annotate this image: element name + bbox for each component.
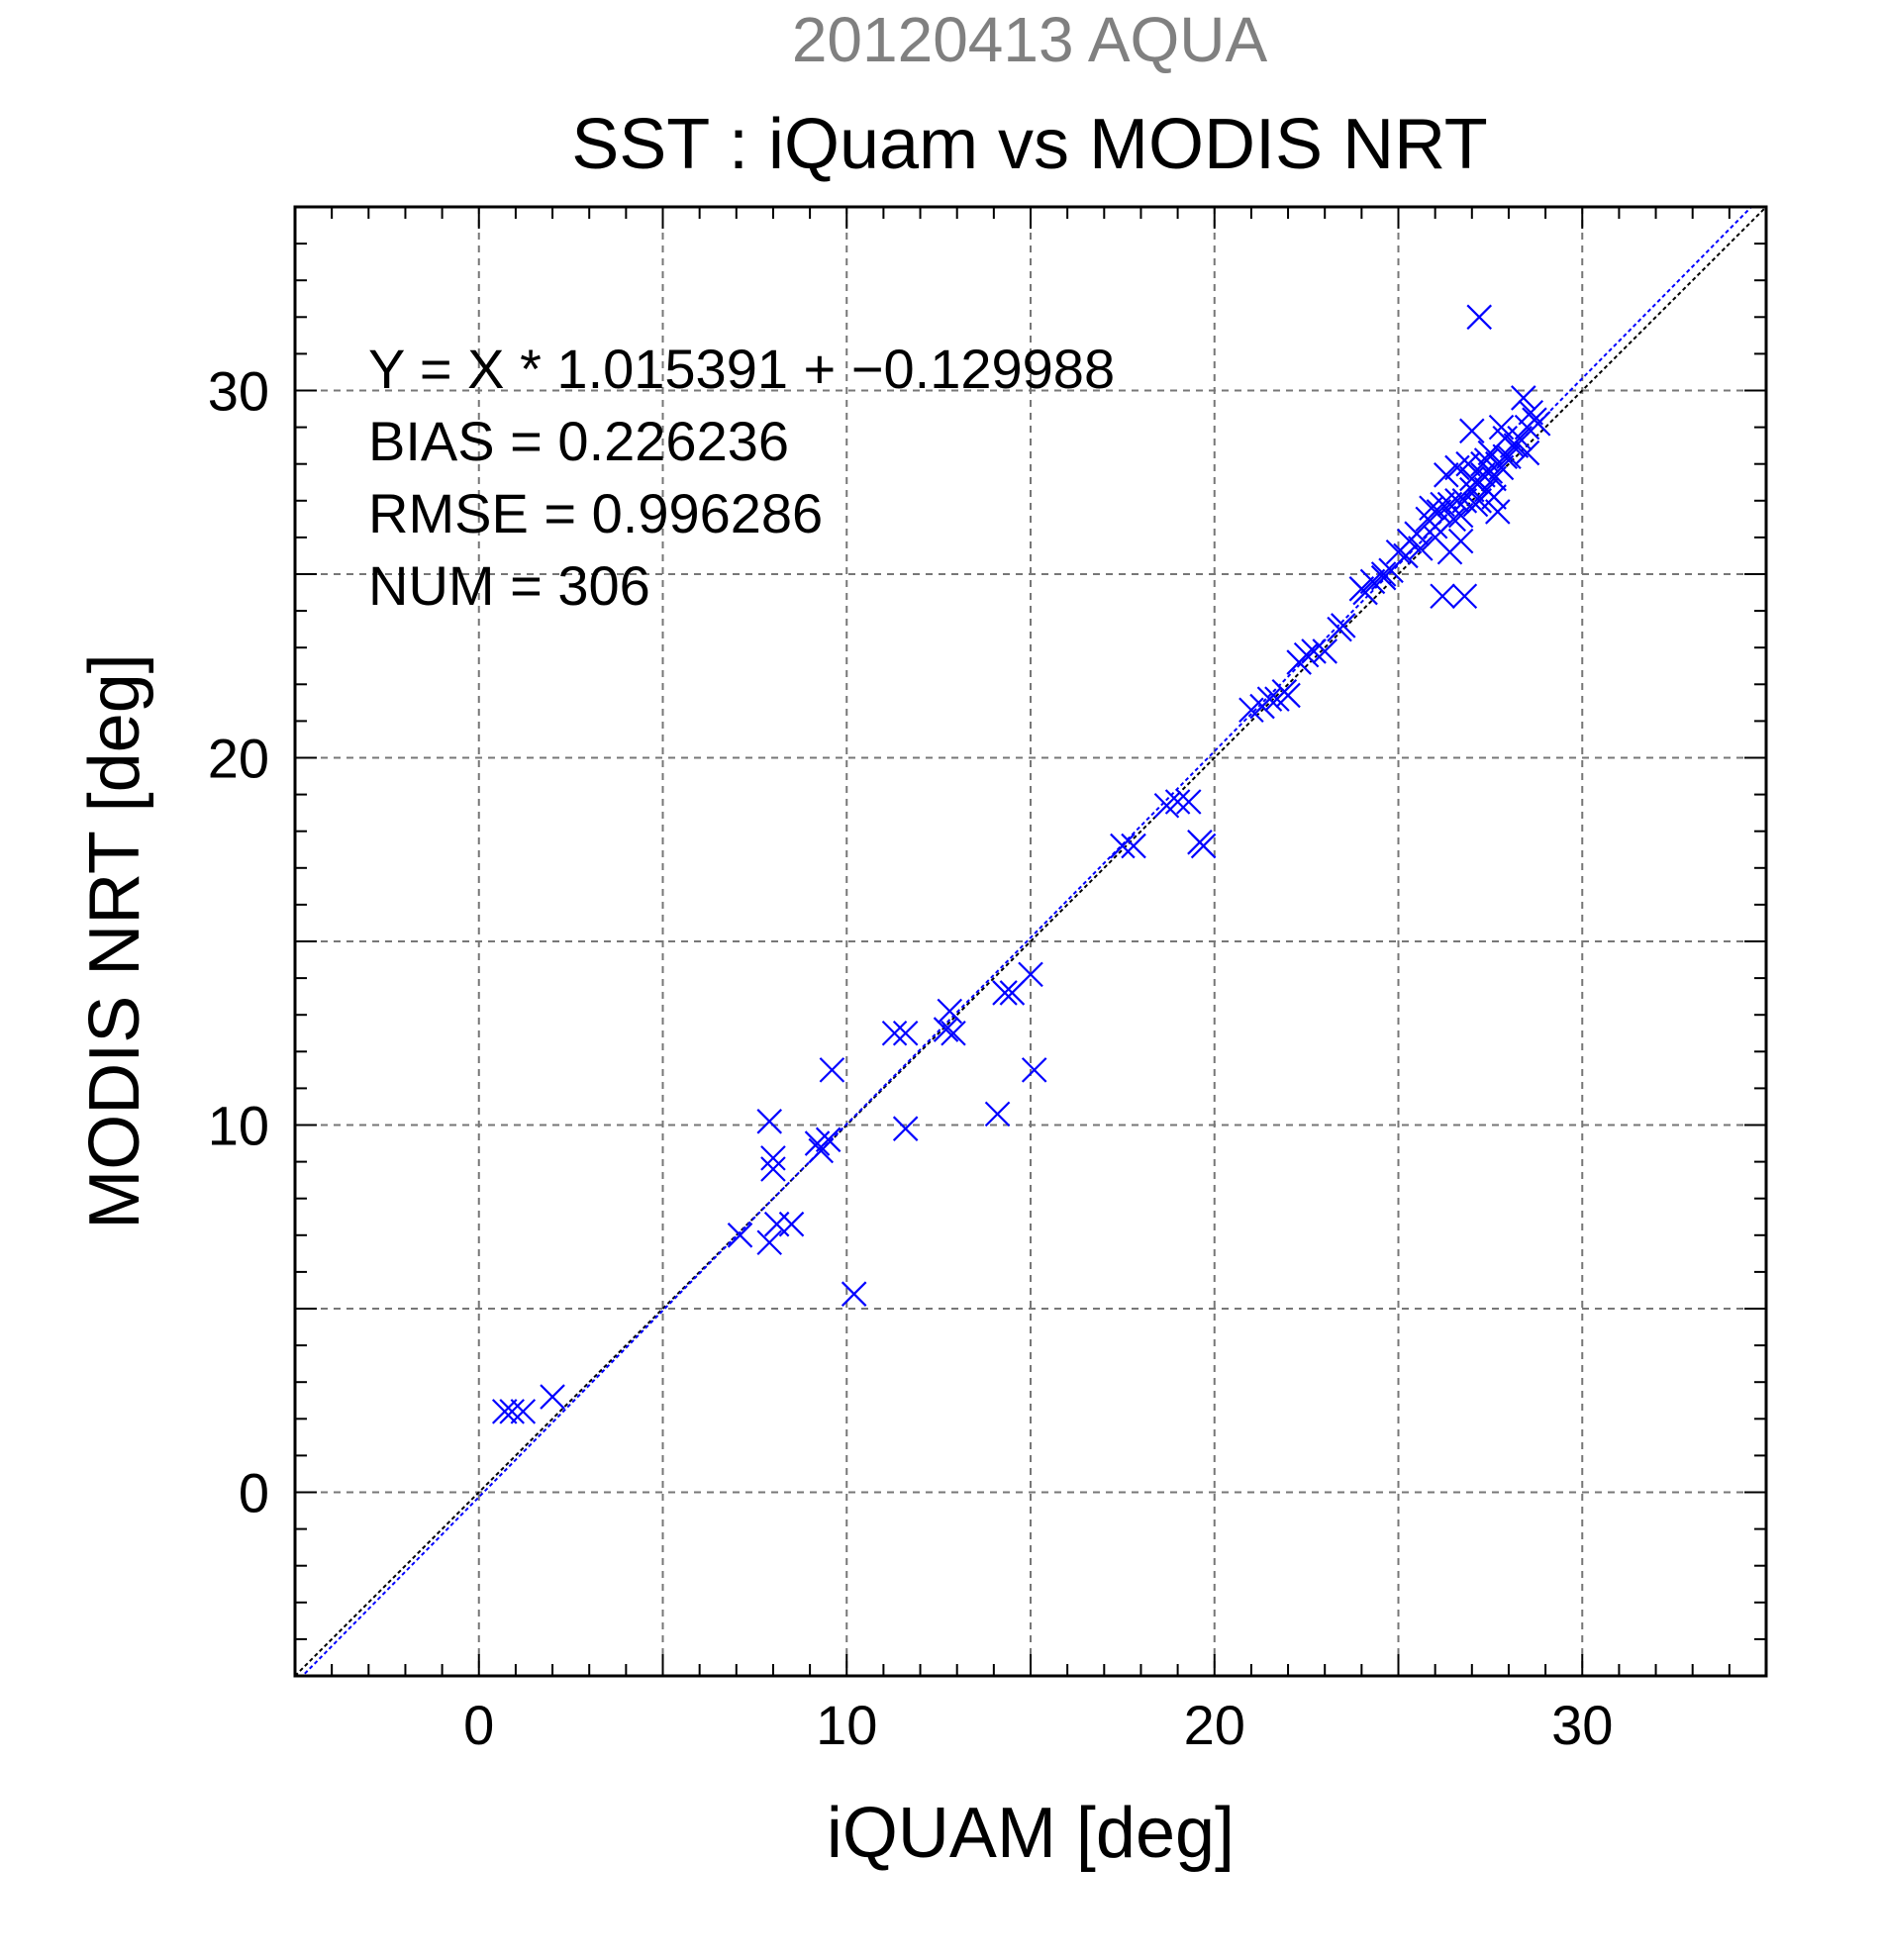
data-point bbox=[841, 1281, 867, 1307]
data-point bbox=[1256, 686, 1283, 712]
data-point bbox=[815, 1127, 842, 1153]
data-point bbox=[808, 1137, 835, 1164]
data-point bbox=[1271, 678, 1298, 705]
data-points bbox=[491, 304, 1551, 1424]
data-point bbox=[1473, 447, 1500, 473]
data-point bbox=[510, 1399, 537, 1424]
data-point bbox=[1503, 433, 1530, 458]
data-point bbox=[1018, 961, 1043, 988]
data-point bbox=[1404, 521, 1430, 546]
grid-lines bbox=[295, 207, 1766, 1676]
x-tick-label: 0 bbox=[463, 1694, 494, 1756]
stats-line: Y = X * 1.015391 + −0.129988 bbox=[368, 338, 1115, 400]
data-point bbox=[1021, 1057, 1047, 1083]
y-tick-label: 20 bbox=[208, 728, 269, 790]
data-point bbox=[540, 1384, 565, 1410]
data-point bbox=[1444, 454, 1470, 481]
data-point bbox=[1393, 542, 1419, 569]
data-point bbox=[1312, 638, 1337, 664]
x-tick-label: 20 bbox=[1184, 1694, 1245, 1756]
data-point bbox=[1175, 789, 1202, 815]
data-point bbox=[1419, 495, 1444, 521]
data-point bbox=[756, 1229, 783, 1255]
data-point bbox=[1434, 462, 1459, 488]
y-axis-label: MODIS NRT [deg] bbox=[75, 653, 154, 1229]
data-point bbox=[881, 1020, 908, 1046]
data-point bbox=[1525, 411, 1551, 437]
data-point bbox=[760, 1156, 786, 1182]
x-tick-label: 10 bbox=[816, 1694, 877, 1756]
data-point bbox=[937, 998, 963, 1025]
stats-line: NUM = 306 bbox=[368, 554, 650, 617]
data-point bbox=[499, 1399, 525, 1424]
data-point bbox=[1408, 536, 1434, 561]
data-point bbox=[756, 1109, 783, 1134]
chart-title: SST : iQuam vs MODIS NRT bbox=[571, 105, 1488, 184]
data-point bbox=[778, 1211, 805, 1237]
data-point bbox=[1492, 425, 1519, 451]
data-point bbox=[1293, 641, 1320, 668]
x-tick-label: 30 bbox=[1551, 1694, 1613, 1756]
data-point bbox=[1459, 418, 1485, 444]
data-point bbox=[1370, 564, 1397, 591]
data-point bbox=[1518, 399, 1544, 426]
stats-block: Y = X * 1.015391 + −0.129988 BIAS = 0.226… bbox=[368, 338, 1115, 617]
data-point bbox=[1190, 833, 1217, 859]
plot-frame bbox=[293, 205, 1768, 1678]
y-tick-label: 0 bbox=[239, 1462, 269, 1524]
data-point bbox=[984, 1101, 1011, 1127]
stats-line: BIAS = 0.226236 bbox=[368, 410, 789, 472]
data-point bbox=[1352, 579, 1378, 606]
data-point bbox=[892, 1020, 919, 1046]
data-point bbox=[1301, 638, 1327, 664]
tick-labels: 0 10 20 30 0 10 20 30 bbox=[208, 360, 1614, 1757]
regression-line bbox=[301, 207, 1753, 1676]
data-point bbox=[1511, 385, 1536, 411]
data-point bbox=[1466, 304, 1493, 331]
data-point bbox=[1485, 499, 1511, 525]
y-tick-label: 10 bbox=[208, 1095, 269, 1157]
data-point bbox=[1426, 499, 1452, 525]
x-axis-label: iQUAM [deg] bbox=[827, 1794, 1235, 1873]
data-point bbox=[1459, 465, 1485, 492]
data-point bbox=[1481, 484, 1507, 510]
data-point bbox=[1514, 440, 1540, 466]
data-point bbox=[1430, 583, 1455, 610]
stats-line: RMSE = 0.996286 bbox=[368, 482, 823, 544]
data-point bbox=[1327, 616, 1352, 642]
data-point bbox=[1451, 583, 1478, 610]
data-point bbox=[1451, 488, 1478, 514]
data-point bbox=[1481, 465, 1507, 492]
y-tick-label: 30 bbox=[208, 360, 269, 423]
data-point bbox=[1436, 539, 1463, 565]
data-point bbox=[933, 1017, 959, 1042]
chart-suptitle: 20120413 AQUA bbox=[792, 4, 1268, 75]
data-point bbox=[1121, 833, 1146, 859]
data-point bbox=[1110, 833, 1136, 859]
data-point bbox=[1422, 513, 1448, 539]
data-point bbox=[760, 1145, 786, 1171]
data-point bbox=[1447, 502, 1474, 529]
data-point bbox=[892, 1116, 919, 1141]
data-point bbox=[1164, 789, 1191, 815]
data-point bbox=[763, 1211, 790, 1237]
data-point bbox=[992, 980, 1018, 1006]
data-point bbox=[491, 1399, 518, 1424]
data-point bbox=[727, 1223, 753, 1248]
data-point bbox=[819, 1057, 845, 1083]
data-point bbox=[940, 1020, 966, 1046]
